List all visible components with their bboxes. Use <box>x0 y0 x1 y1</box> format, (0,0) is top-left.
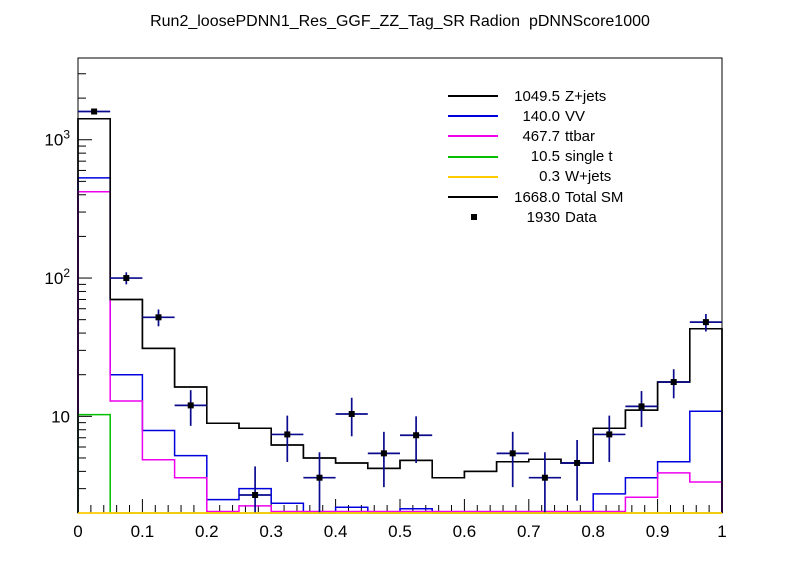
legend-entry-label: single t <box>565 148 613 166</box>
legend-line-sample <box>448 126 498 146</box>
data-point-marker <box>702 319 709 326</box>
legend-line-sample <box>448 106 498 126</box>
data-point-marker <box>155 314 162 321</box>
x-axis-tick-label: 0.1 <box>131 522 155 541</box>
legend: 1049.5 Z+jets 140.0 VV 467.7 ttbar 10.5 single … <box>448 86 623 227</box>
legend-entry-data: 1930 Data <box>448 207 623 227</box>
legend-entry-single-t: 10.5 single t <box>448 147 623 167</box>
legend-entry-ttbar: 467.7 ttbar <box>448 126 623 146</box>
legend-entry-yield: 1930 <box>526 208 560 226</box>
data-point-marker <box>284 431 291 438</box>
legend-line-sample <box>448 167 498 187</box>
legend-line-sample <box>448 187 498 207</box>
data-point-marker <box>541 474 548 481</box>
legend-entry-total-sm: 1668.0 Total SM <box>448 187 623 207</box>
data-point-marker <box>509 450 516 457</box>
legend-entry-w-jets: 0.3 W+jets <box>448 167 623 187</box>
vv-histogram-line <box>77 177 723 514</box>
series-line-icon <box>448 175 498 178</box>
x-axis-tick-label: 0.9 <box>646 522 670 541</box>
data-point-marker <box>638 403 645 410</box>
x-axis-tick-label: 0.6 <box>453 522 477 541</box>
series-line-icon <box>448 196 498 199</box>
legend-line-sample <box>448 86 498 106</box>
series-line-icon <box>448 155 498 158</box>
x-axis-tick-label: 0.5 <box>388 522 412 541</box>
x-axis-tick-label: 0.2 <box>195 522 219 541</box>
legend-entry-label: VV <box>565 107 586 125</box>
plot-title: Run2_loosePDNN1_Res_GGF_ZZ_Tag_SR Radion… <box>150 13 650 30</box>
data-point-marker <box>670 379 677 386</box>
x-axis-tick-label: 0.8 <box>581 522 605 541</box>
y-axis-tick-label: 103 <box>44 128 70 150</box>
legend-marker-sample <box>448 207 498 227</box>
data-point-marker <box>606 431 613 438</box>
x-axis-tick-label: 1 <box>717 522 726 541</box>
legend-entry-yield: 1668.0 <box>514 188 560 206</box>
data-point-marker <box>380 450 387 457</box>
legend-entry-yield: 140.0 <box>522 107 560 125</box>
total-sm-histogram-line <box>77 117 723 513</box>
data-point-marker <box>123 275 130 282</box>
x-axis-tick-label: 0.3 <box>259 522 283 541</box>
legend-entry-z-jets: 1049.5 Z+jets <box>448 86 623 106</box>
x-axis-tick-label: 0.4 <box>324 522 348 541</box>
y-axis-tick-label: 102 <box>44 266 70 288</box>
data-marker-icon <box>471 214 477 221</box>
series-line-icon <box>448 95 498 98</box>
data-point-marker <box>348 410 355 417</box>
legend-entry-yield: 0.3 <box>539 168 560 186</box>
ttbar-histogram-line <box>77 191 723 513</box>
data-point-marker <box>187 402 194 409</box>
legend-entry-yield: 10.5 <box>530 148 560 166</box>
data-point-marker <box>574 459 581 466</box>
legend-line-sample <box>448 147 498 167</box>
x-axis-tick-label: 0.7 <box>517 522 541 541</box>
legend-entry-label: ttbar <box>565 127 596 145</box>
series-line-icon <box>448 135 498 138</box>
legend-entry-yield: 1049.5 <box>514 87 560 105</box>
legend-entry-label: Total SM <box>565 188 624 206</box>
data-point-marker <box>316 474 323 481</box>
y-axis-tick-label: 10 <box>51 407 70 426</box>
legend-entry-label: W+jets <box>565 168 612 186</box>
x-axis-tick-label: 0 <box>73 522 82 541</box>
series-line-icon <box>448 115 498 118</box>
legend-entry-label: Data <box>565 208 597 226</box>
legend-entry-label: Z+jets <box>565 87 607 105</box>
legend-entry-yield: 467.7 <box>522 127 560 145</box>
data-point-marker <box>91 108 98 115</box>
data-point-marker <box>413 432 420 439</box>
legend-entry-vv: 140.0 VV <box>448 106 623 126</box>
data-point-marker <box>252 491 259 498</box>
